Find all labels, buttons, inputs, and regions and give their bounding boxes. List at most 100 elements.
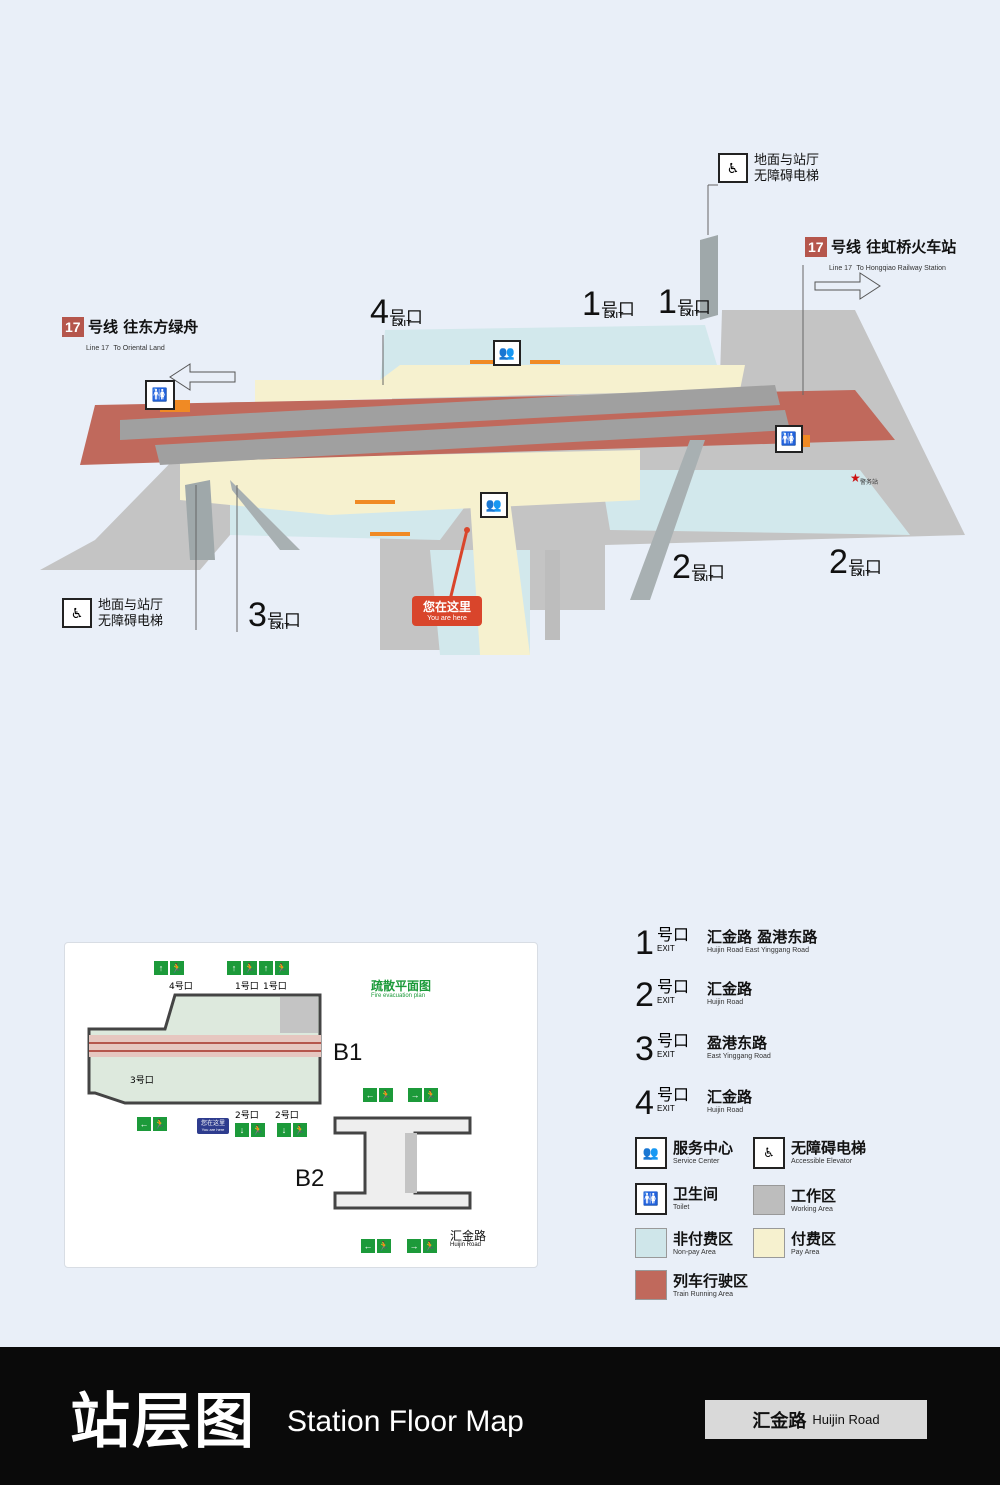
exit-sign-group: ↑ 🏃: [154, 961, 184, 975]
working-area-b1: [280, 997, 318, 1033]
exit-number: 4: [370, 293, 389, 331]
legend-exit-2: 2 号口 EXIT 汇金路 Huijin Road: [635, 978, 817, 1032]
legend-train-area: 列车行驶区 Train Running Area: [635, 1270, 748, 1300]
line-badge: 17: [805, 237, 827, 257]
evacuation-plan-diagram: [87, 993, 472, 1210]
legend-exit-en: EXIT: [657, 944, 675, 953]
legend-exit-num: 4: [635, 1084, 654, 1122]
you-are-here-dot: [464, 527, 470, 533]
floor-b1-label: B1: [333, 1039, 363, 1066]
exit-number: 1: [658, 283, 677, 321]
legend-exit-hao: 号口: [657, 1085, 690, 1104]
arrow-down-icon: ↓: [277, 1123, 291, 1137]
exit-number: 2: [672, 548, 691, 586]
toilet-icon: 🚻: [145, 380, 175, 410]
evac-road-en: Huijin Road: [450, 1242, 482, 1248]
exit-sign-group: ↓ 🏃: [235, 1123, 265, 1137]
pay-area-lower: [180, 450, 640, 515]
legend-exit-en: EXIT: [657, 996, 675, 1005]
evac-exit1a-label: 1号口: [235, 982, 259, 992]
exit-3-label: 3号口 EXIT: [248, 598, 301, 632]
legend-toilet: 🚻 卫生间 Toilet: [635, 1183, 718, 1215]
arrow-left-icon: [169, 363, 236, 391]
evac-you-are-here-en: You are here: [201, 1127, 225, 1132]
station-name-plate: 汇金路 Huijin Road: [705, 1400, 927, 1439]
legend-exit-hao: 号口: [657, 977, 690, 996]
line-en: Line 17: [86, 345, 109, 352]
exit-en: EXIT: [694, 574, 714, 583]
exit-hao: 号口: [847, 558, 882, 578]
arrow-up-icon: ↑: [259, 961, 273, 975]
legend-exit-1: 1 号口 EXIT 汇金路 盈港东路 Huijin Road East Yingga…: [635, 926, 817, 978]
station-name-en: Huijin Road: [812, 1412, 880, 1427]
exit-hao: 号口: [388, 308, 423, 328]
legend-exit-en: EXIT: [657, 1050, 675, 1059]
running-man-icon: 🏃: [153, 1117, 167, 1131]
gate-row: [355, 500, 395, 504]
elevator-label-line1: 地面与站厅: [98, 598, 164, 613]
platform-bar-upper: [120, 385, 780, 440]
arrow-right-icon: →: [407, 1239, 421, 1253]
running-man-icon: 🏃: [377, 1239, 391, 1253]
you-are-here-pointer: [448, 529, 469, 601]
exit-hao: 号口: [266, 611, 301, 631]
line-direction-right: 17 号线 往虹桥火车站 Line 17 To Hongqiao Railway…: [805, 236, 956, 275]
exit-hao: 号口: [600, 300, 635, 320]
line-badge: 17: [62, 317, 84, 337]
elevator-callout-left: ♿ 地面与站厅 无障碍电梯: [62, 598, 163, 630]
b1-track: [89, 1035, 321, 1057]
legend-exit-road-cn: 汇金路: [707, 980, 753, 998]
accessible-elevator-icon: ♿: [753, 1137, 785, 1169]
legend-label-en: Accessible Elevator: [791, 1158, 853, 1165]
police-station-label: 警务站: [860, 480, 879, 486]
floor-b2-label: B2: [295, 1165, 325, 1192]
legend-working-area: 工作区 Working Area: [753, 1185, 836, 1215]
service-center-icon: 👥: [635, 1137, 667, 1169]
evac-exit3-label: 3号口: [130, 1076, 154, 1086]
evac-title-cn: 疏散平面图: [371, 979, 432, 993]
running-man-icon: 🏃: [293, 1123, 307, 1137]
legend-pay-area: 付费区 Pay Area: [753, 1228, 836, 1258]
exit-sign-group: → 🏃: [408, 1088, 438, 1102]
pay-area-passage: [470, 500, 530, 655]
legend-label-en: Pay Area: [791, 1249, 820, 1256]
line-direction-cn: 号线 往虹桥火车站: [831, 238, 957, 256]
running-man-icon: 🏃: [424, 1088, 438, 1102]
legend-exit-road-en: Huijin Road East Yinggang Road: [707, 947, 809, 954]
legend-exit-road-en: Huijin Road: [707, 1107, 744, 1114]
exit-en: EXIT: [392, 319, 412, 328]
b2-wall: [405, 1133, 417, 1193]
footer-title-en: Station Floor Map: [287, 1405, 524, 1438]
legend-exit-road-en: East Yinggang Road: [707, 1053, 771, 1060]
exit-sign-group: ← 🏃: [137, 1117, 167, 1131]
evac-you-are-here: 您在这里 You are here: [197, 1118, 229, 1134]
exit-hao: 号口: [690, 563, 725, 583]
exit-sign-group: ← 🏃: [361, 1239, 391, 1253]
footer-title-cn: 站层图: [70, 1387, 256, 1457]
arrow-right-icon: →: [408, 1088, 422, 1102]
evac-exit1b-label: 1号口: [263, 982, 287, 992]
line-direction-left: 17 号线 往东方绿舟 Line 17 To Oriental Land: [62, 316, 198, 355]
exit-en: EXIT: [604, 311, 624, 320]
toilet-icon: 🚻: [775, 425, 803, 453]
elevator-label-line1: 地面与站厅: [754, 153, 820, 168]
arrow-down-icon: ↓: [235, 1123, 249, 1137]
platform-bar-lower: [155, 410, 790, 465]
exit-4-label: 4号口 EXIT: [370, 295, 423, 329]
legend-exit-hao: 号口: [657, 1031, 690, 1050]
line-dest-en: To Hongqiao Railway Station: [856, 265, 946, 272]
exit-number: 1: [582, 285, 601, 323]
you-are-here-cn: 您在这里: [422, 600, 471, 614]
service-center-icon: 👥: [493, 340, 521, 366]
line-dest-en: To Oriental Land: [113, 345, 165, 352]
exit-sign-group: → 🏃: [407, 1239, 437, 1253]
legend-label-en: Working Area: [791, 1206, 833, 1213]
arrow-up-icon: ↑: [227, 961, 241, 975]
train-area-swatch: [635, 1270, 667, 1300]
exit-sign-group: ↑ 🏃 ↑ 🏃: [227, 961, 289, 975]
b2-outline: [333, 1116, 472, 1210]
service-center-icon: 👥: [480, 492, 508, 518]
arrow-left-icon: ←: [363, 1088, 377, 1102]
legend-label-cn: 服务中心: [673, 1139, 734, 1157]
working-area-swatch: [753, 1185, 785, 1215]
